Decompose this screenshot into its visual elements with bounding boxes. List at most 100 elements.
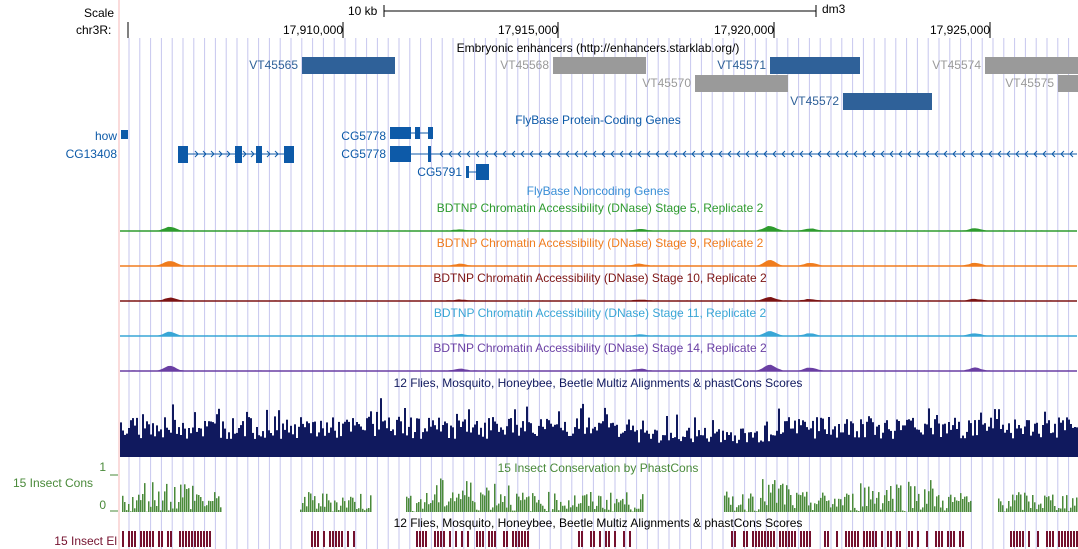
multiz-bar (802, 420, 804, 457)
multiz-bar (346, 419, 348, 457)
strand-arrow (218, 150, 223, 158)
strand-arrow (844, 150, 849, 158)
conserved-element (866, 531, 868, 547)
conserved-element (608, 531, 610, 547)
phastcons-bar (130, 511, 132, 512)
multiz-bar (540, 419, 542, 457)
multiz-bar (574, 427, 576, 457)
strand-arrow (898, 150, 903, 158)
conserved-element (1070, 531, 1072, 547)
phastcons-bar (142, 494, 144, 512)
phastcons-bar (504, 496, 506, 512)
multiz-bar (1064, 430, 1066, 457)
phastcons-bar (370, 495, 372, 512)
multiz-bar (1032, 431, 1034, 457)
conserved-element (1052, 531, 1054, 547)
multiz-bar (222, 421, 224, 457)
strand-arrow (556, 150, 561, 158)
gene-side-label-cg13408[interactable]: CG13408 (65, 147, 117, 161)
multiz-bar (774, 435, 776, 457)
phastcons-bar (516, 493, 518, 512)
conserved-element (323, 531, 325, 547)
multiz-bar (942, 424, 944, 457)
phastcons-bar (642, 494, 644, 512)
gene-label[interactable]: CG5778 (341, 147, 386, 161)
multiz-bar (698, 430, 700, 457)
multiz-bar (816, 417, 818, 457)
phastcons-bar (576, 506, 578, 512)
phastcons-bar (478, 510, 480, 512)
enhancer-label[interactable]: VT45574 (932, 58, 981, 72)
phastcons-bar (1036, 509, 1038, 512)
multiz-bar (166, 427, 168, 457)
phastcons-bar (788, 489, 790, 512)
multiz-bar (716, 431, 718, 457)
phastcons-bar (482, 494, 484, 512)
phastcons-bar (810, 502, 812, 512)
phastcons-bar (970, 500, 972, 512)
multiz-bar (458, 420, 460, 457)
multiz-bar (850, 421, 852, 457)
gene-label[interactable]: CG5791 (417, 165, 462, 179)
conserved-element (122, 531, 124, 547)
phastcons-bar (312, 500, 314, 512)
gene-label[interactable]: CG5778 (341, 129, 386, 143)
phastcons-bar (918, 493, 920, 512)
multiz-bar (784, 421, 786, 457)
strand-arrow (835, 150, 840, 158)
multiz-bar (780, 433, 782, 457)
multiz-bar (566, 431, 568, 457)
multiz-bar (326, 422, 328, 457)
multiz-bar (628, 419, 630, 457)
multiz-bar (900, 430, 902, 457)
enhancer-label[interactable]: VT45572 (790, 94, 839, 108)
conserved-element (623, 531, 625, 547)
multiz-bar (804, 421, 806, 457)
phastcons-bar (422, 508, 424, 512)
phastcons-bar (410, 495, 412, 512)
phastcons-bar (570, 507, 572, 512)
enhancer-label[interactable]: VT45571 (717, 58, 766, 72)
enhancer-label[interactable]: VT45570 (642, 76, 691, 90)
phastcons-bar (742, 494, 744, 512)
multiz-bar (712, 420, 714, 457)
conserved-element (806, 531, 808, 547)
multiz-bar (550, 423, 552, 457)
phastcons-bar (476, 509, 478, 512)
conserved-element (140, 531, 142, 547)
enhancer-label[interactable]: VT45575 (1005, 76, 1054, 90)
phastcons-bar (758, 509, 760, 512)
phastcons-bar (470, 482, 472, 512)
strand-arrow (925, 150, 930, 158)
phastcons-bar (620, 500, 622, 512)
conserved-element (512, 531, 514, 547)
enhancer-label[interactable]: VT45568 (500, 58, 549, 72)
multiz-bar (782, 432, 784, 457)
phastcons-bar (1024, 492, 1026, 512)
phastcons-bar (838, 498, 840, 512)
phastcons-bar (530, 511, 532, 512)
multiz-bar (688, 427, 690, 457)
multiz-bar (1012, 438, 1014, 457)
multiz-bar (432, 420, 434, 457)
multiz-bar (810, 428, 812, 457)
elements-side-label[interactable]: 15 Insect El (54, 534, 117, 548)
cons-side-label[interactable]: 15 Insect Cons (12, 476, 93, 490)
phastcons-bar (832, 504, 834, 512)
phastcons-bar (600, 496, 602, 512)
multiz-bar (232, 418, 234, 457)
gene-side-label-how[interactable]: how (94, 129, 117, 143)
strand-arrow (682, 150, 687, 158)
strand-arrow (457, 150, 462, 158)
phastcons-bar (634, 507, 636, 512)
enhancer-label[interactable]: VT45565 (249, 58, 298, 72)
phastcons-bar (420, 499, 422, 512)
multiz-bar (974, 420, 976, 457)
conserved-element (800, 531, 802, 547)
multiz-bar (358, 424, 360, 457)
conserved-element (152, 531, 154, 547)
phastcons-bar (456, 497, 458, 512)
strand-arrow (781, 150, 786, 158)
